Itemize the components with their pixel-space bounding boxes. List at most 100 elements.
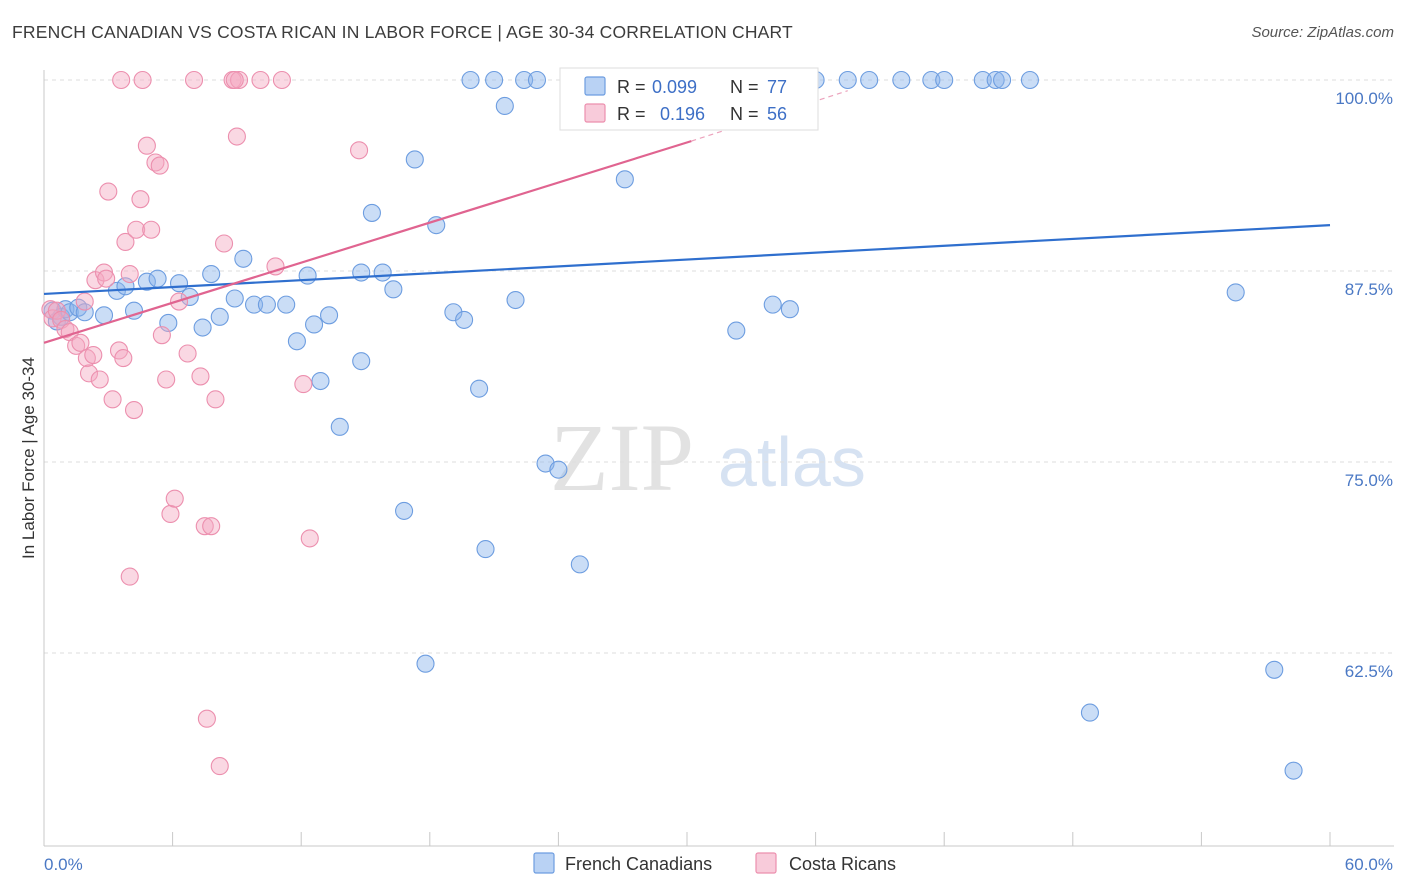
data-point [191, 367, 210, 386]
data-point [165, 489, 184, 508]
data-point [272, 70, 291, 90]
data-point [225, 70, 244, 90]
data-point [131, 190, 150, 209]
data-point [485, 70, 504, 90]
data-point [395, 501, 414, 520]
data-point [461, 70, 480, 90]
data-point [470, 379, 489, 398]
data-point [75, 292, 94, 311]
data-point [47, 301, 66, 320]
x-tick-label-max: 60.0% [1345, 855, 1393, 874]
data-point [157, 370, 176, 389]
data-point [549, 460, 568, 479]
bottom-legend-swatch-costa-ricans [755, 852, 777, 874]
data-point [305, 315, 324, 334]
bottom-legend-swatch-french-canadians [533, 852, 555, 874]
data-point [124, 400, 144, 420]
data-point [244, 295, 264, 314]
data-point [277, 295, 296, 314]
data-point [362, 203, 381, 222]
data-point [527, 70, 547, 90]
data-point [206, 390, 225, 409]
data-point [373, 263, 392, 282]
axes [43, 70, 1394, 847]
data-point [476, 540, 495, 559]
data-point [197, 709, 216, 728]
data-point [114, 349, 133, 368]
data-point [763, 295, 782, 314]
data-point [97, 269, 116, 288]
y-tick-label: 62.5% [1345, 662, 1393, 681]
data-point [71, 333, 90, 352]
chart-title: FRENCH CANADIAN VS COSTA RICAN IN LABOR … [12, 22, 793, 42]
data-point [320, 306, 339, 325]
data-point [184, 70, 204, 90]
data-point [84, 345, 103, 365]
x-tick-label-min: 0.0% [44, 855, 83, 874]
data-point [860, 70, 879, 90]
y-tick-label: 100.0% [1335, 89, 1393, 108]
data-point [127, 220, 146, 239]
data-point [455, 310, 474, 329]
y-tick-label: 87.5% [1345, 280, 1393, 299]
legend-r-label-1: R = [617, 104, 646, 124]
data-point [570, 555, 589, 574]
data-point [90, 370, 109, 389]
data-point [405, 150, 424, 169]
data-point [195, 517, 214, 536]
trend-line [43, 140, 692, 344]
data-point [615, 170, 634, 189]
bottom-legend-label-french-canadians: French Canadians [565, 854, 712, 874]
data-point [257, 295, 276, 314]
data-point [352, 263, 371, 282]
data-point [229, 70, 249, 90]
data-point [515, 70, 534, 90]
legend-r-value-1: 0.196 [660, 104, 705, 124]
data-point [1020, 70, 1039, 90]
source-credit: Source: ZipAtlas.com [1251, 24, 1394, 41]
data-point [444, 303, 463, 322]
data-point [133, 70, 152, 90]
data-point [178, 344, 197, 363]
stats-legend: R = 0.099 N = 77 R = 0.196 N = 56 [559, 67, 819, 131]
data-point [986, 70, 1005, 90]
data-point [251, 70, 270, 90]
data-point [202, 517, 221, 536]
legend-n-value-0: 77 [767, 77, 787, 97]
data-point [1080, 703, 1099, 722]
gridlines [44, 79, 1394, 654]
data-point [142, 220, 161, 239]
data-point [112, 70, 131, 90]
data-point [99, 182, 118, 201]
data-point [225, 289, 244, 308]
series-costa-ricans-points [41, 70, 369, 776]
legend-swatch-french-canadians [584, 76, 606, 96]
data-point [137, 272, 156, 291]
watermark-zip: ZIP [550, 404, 694, 511]
data-point [169, 274, 189, 293]
data-point [193, 318, 212, 337]
data-point [300, 529, 319, 548]
legend-n-label-1: N = [730, 104, 759, 124]
data-point [384, 280, 403, 299]
data-point [935, 70, 954, 90]
data-point [120, 265, 139, 284]
data-point [234, 249, 253, 268]
legend-swatch-costa-ricans [584, 103, 606, 123]
legend-n-value-1: 56 [767, 104, 787, 124]
data-point [210, 307, 229, 326]
legend-r-label-0: R = [617, 77, 646, 97]
y-axis-tick-labels: 100.0% 87.5% 75.0% 62.5% [1335, 89, 1393, 681]
y-axis-title: In Labor Force | Age 30-34 [19, 357, 38, 559]
series-legend: French Canadians Costa Ricans [533, 852, 896, 874]
data-point [161, 504, 180, 524]
data-point [506, 290, 525, 310]
legend-n-label-0: N = [730, 77, 759, 97]
data-point [103, 390, 122, 409]
data-point [287, 332, 306, 351]
data-point [75, 303, 94, 322]
data-point [311, 371, 330, 391]
data-point [352, 352, 371, 371]
data-point [993, 70, 1012, 90]
